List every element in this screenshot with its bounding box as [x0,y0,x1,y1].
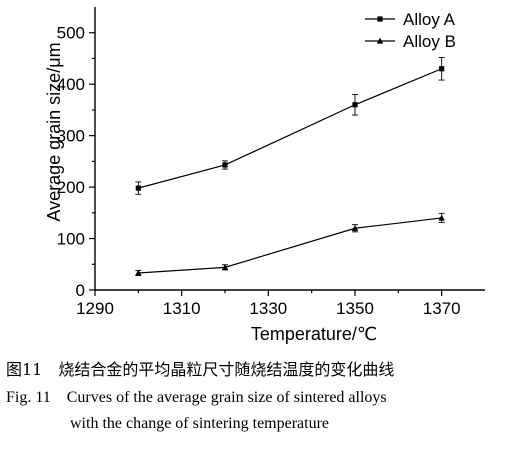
series-1-point-1 [135,185,141,191]
figure-caption-english-line-2: with the change of sintering temperature [70,415,330,432]
x-tick-label-1290: 1290 [76,299,114,318]
series-2-point-1 [135,269,142,276]
series-1-point-3 [352,102,358,108]
y-tick-label-500: 500 [57,24,85,43]
series-2-point-4 [438,214,445,221]
x-tick-label-1350: 1350 [336,299,374,318]
legend-marker-2 [376,37,384,44]
legend-marker-1 [377,16,383,22]
y-tick-label-100: 100 [57,230,85,249]
y-tick-label-300: 300 [57,127,85,146]
series-1-line [138,68,442,189]
x-axis-title: Temperature/℃ [251,324,377,344]
axes: 0 100 200 300 400 500 1290 1310 1330 1350 1370 [57,7,485,318]
legend-label-2: Alloy B [403,32,456,51]
figure-caption-chinese: 图11 烧结合金的平均晶粒尺寸随烧结温度的变化曲线 [6,360,395,379]
series-2-point-3 [351,224,359,231]
x-tick-label-1310: 1310 [163,299,201,318]
y-axis-title: Average grain size/μm [44,42,64,221]
figure-caption-english-line-1: Fig. 11 Curves of the average grain size… [6,389,387,406]
series-1-point-2 [222,162,228,168]
x-tick-label-1370: 1370 [423,299,461,318]
legend-label-1: Alloy A [403,10,456,29]
y-tick-label-400: 400 [57,75,85,94]
legend: Alloy A Alloy B [365,10,456,51]
chart: 0 100 200 300 400 500 1290 1310 1330 1350 1370 All… [44,7,485,344]
series-2 [135,212,445,277]
y-tick-label-0: 0 [76,281,85,300]
plot-area [135,56,445,277]
series-2-point-2 [221,263,229,270]
series-1 [135,56,445,195]
y-tick-label-200: 200 [57,178,85,197]
x-tick-label-1330: 1330 [249,299,287,318]
series-2-line [138,217,442,274]
series-1-point-4 [439,66,445,72]
